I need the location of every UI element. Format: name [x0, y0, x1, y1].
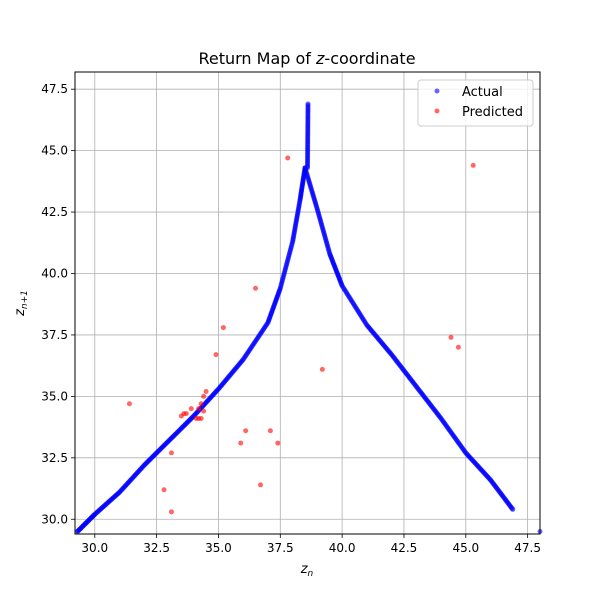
x-tick-label: 47.5	[514, 541, 541, 555]
x-tick-label: 32.5	[143, 541, 170, 555]
predicted-point	[198, 401, 204, 407]
legend-marker-actual	[434, 88, 440, 94]
y-axis-ticks: 30.0 32.5 35.0 37.5 40.0 42.5 45.0 47.5	[41, 82, 75, 526]
predicted-point	[126, 401, 132, 407]
legend-label-predicted: Predicted	[462, 105, 523, 120]
predicted-point	[275, 440, 281, 446]
predicted-point	[161, 487, 167, 493]
predicted-point	[220, 325, 226, 331]
actual-point	[510, 506, 516, 512]
x-tick-label: 37.5	[267, 541, 294, 555]
y-tick-label: 32.5	[41, 451, 68, 465]
x-axis-label: zn	[300, 562, 314, 579]
predicted-point	[203, 388, 209, 394]
x-tick-label: 40.0	[329, 541, 356, 555]
y-tick-label: 47.5	[41, 82, 68, 96]
predicted-point	[319, 366, 325, 372]
predicted-point	[168, 509, 174, 515]
predicted-point	[285, 155, 291, 161]
x-tick-label: 35.0	[205, 541, 232, 555]
plot-frame	[74, 71, 541, 535]
x-tick-label: 30.0	[81, 541, 108, 555]
predicted-point	[243, 428, 249, 434]
actual-point	[305, 101, 311, 107]
predicted-point	[168, 450, 174, 456]
predicted-point	[238, 440, 244, 446]
predicted-point	[213, 352, 219, 358]
legend-box	[417, 79, 534, 127]
predicted-point	[188, 406, 194, 412]
predicted-series	[126, 155, 476, 515]
x-tick-label: 42.5	[391, 541, 418, 555]
predicted-point	[201, 408, 207, 414]
y-tick-label: 42.5	[41, 205, 68, 219]
x-axis-ticks: 30.0 32.5 35.0 37.5 40.0 42.5 45.0 47.5	[81, 534, 541, 555]
legend-label-actual: Actual	[462, 85, 503, 100]
chart-title: Return Map of z-coordinate	[198, 49, 415, 68]
y-tick-label: 37.5	[41, 328, 68, 342]
predicted-point	[198, 416, 204, 421]
actual-series	[74, 101, 543, 535]
legend: Actual Predicted	[417, 79, 534, 127]
predicted-point	[455, 344, 461, 350]
predicted-point	[267, 428, 273, 434]
predicted-point	[258, 482, 264, 488]
x-tick-label: 45.0	[452, 541, 479, 555]
legend-marker-predicted	[434, 108, 440, 114]
y-tick-label: 40.0	[41, 267, 68, 281]
predicted-point	[196, 406, 202, 412]
y-tick-label: 30.0	[41, 512, 68, 526]
predicted-point	[448, 334, 454, 340]
predicted-point	[253, 285, 259, 291]
predicted-point	[201, 393, 207, 399]
predicted-point	[183, 411, 189, 417]
predicted-point	[470, 162, 476, 168]
y-tick-label: 35.0	[41, 389, 68, 403]
y-tick-label: 45.0	[41, 144, 68, 158]
y-axis-label: zn+1	[13, 290, 30, 317]
